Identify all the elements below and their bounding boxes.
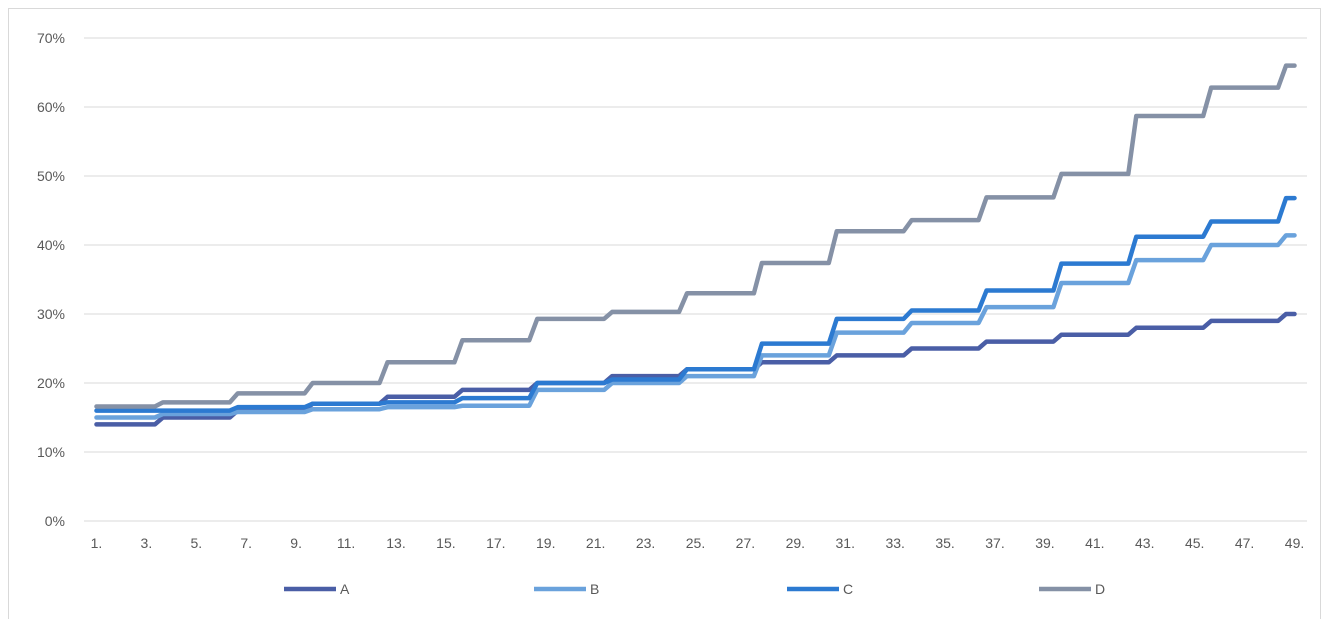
x-tick-label: 29. (786, 535, 805, 551)
x-tick-label: 35. (935, 535, 954, 551)
legend-item-a: A (284, 581, 350, 597)
x-tick-label: 15. (436, 535, 455, 551)
x-tick-label: 1. (91, 535, 103, 551)
x-tick-label: 5. (190, 535, 202, 551)
legend-item-c: C (787, 581, 853, 597)
legend-label: C (843, 581, 853, 597)
y-tick-label: 60% (37, 99, 65, 115)
y-tick-label: 70% (37, 30, 65, 46)
legend-item-d: D (1039, 581, 1105, 597)
legend-label: A (340, 581, 350, 597)
x-tick-label: 19. (536, 535, 555, 551)
legend-item-b: B (534, 581, 599, 597)
series-line-c (94, 195, 1297, 413)
x-tick-label: 31. (836, 535, 855, 551)
series-line-b (94, 233, 1297, 420)
series-line-d (94, 63, 1297, 409)
x-tick-label: 43. (1135, 535, 1154, 551)
x-tick-label: 13. (386, 535, 405, 551)
x-tick-label: 39. (1035, 535, 1054, 551)
y-tick-label: 10% (37, 444, 65, 460)
x-tick-label: 33. (885, 535, 904, 551)
x-axis: 1. 3. 5. 7. 9. 11. 13. 15. 17. 19. 21. 23. 25. 27. 29.… (91, 535, 1305, 551)
y-tick-label: 20% (37, 375, 65, 391)
x-tick-label: 11. (337, 535, 355, 551)
x-tick-label: 3. (141, 535, 153, 551)
legend-label: D (1095, 581, 1105, 597)
x-tick-label: 23. (636, 535, 655, 551)
gridlines (84, 37, 1307, 522)
legend: A B C D (284, 581, 1105, 597)
y-tick-label: 50% (37, 168, 65, 184)
y-axis: 0% 10% 20% 30% 40% 50% 60% 70% (37, 30, 65, 529)
x-tick-label: 49. (1285, 535, 1304, 551)
x-tick-label: 17. (486, 535, 505, 551)
x-tick-label: 41. (1085, 535, 1104, 551)
legend-label: B (590, 581, 599, 597)
y-tick-label: 0% (45, 513, 65, 529)
x-tick-label: 27. (736, 535, 755, 551)
x-tick-label: 37. (985, 535, 1004, 551)
y-tick-label: 40% (37, 237, 65, 253)
line-chart: 0% 10% 20% 30% 40% 50% 60% 70% 1. 3. 5. 7. 9. 11. 13.… (37, 30, 1307, 597)
x-tick-label: 7. (240, 535, 252, 551)
x-tick-label: 9. (290, 535, 302, 551)
y-tick-label: 30% (37, 306, 65, 322)
x-tick-label: 25. (686, 535, 705, 551)
x-tick-label: 21. (586, 535, 605, 551)
series-lines (94, 63, 1297, 427)
chart-frame: 0% 10% 20% 30% 40% 50% 60% 70% 1. 3. 5. 7. 9. 11. 13.… (8, 8, 1321, 619)
x-tick-label: 47. (1235, 535, 1254, 551)
x-tick-label: 45. (1185, 535, 1204, 551)
